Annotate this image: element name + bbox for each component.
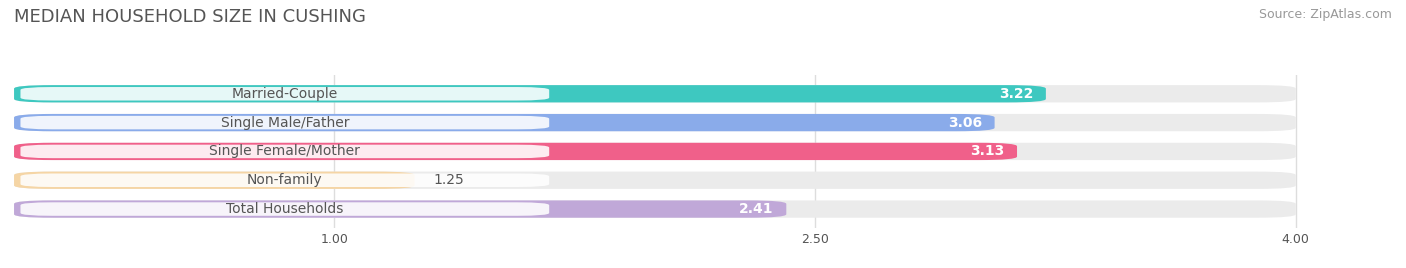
Text: 3.06: 3.06 — [948, 116, 981, 130]
Text: MEDIAN HOUSEHOLD SIZE IN CUSHING: MEDIAN HOUSEHOLD SIZE IN CUSHING — [14, 8, 366, 26]
FancyBboxPatch shape — [21, 202, 550, 216]
FancyBboxPatch shape — [21, 116, 550, 129]
FancyBboxPatch shape — [21, 173, 550, 187]
FancyBboxPatch shape — [14, 85, 1046, 102]
FancyBboxPatch shape — [14, 172, 1296, 189]
FancyBboxPatch shape — [14, 172, 415, 189]
Text: 3.13: 3.13 — [970, 144, 1004, 158]
FancyBboxPatch shape — [14, 200, 1296, 218]
Text: Total Households: Total Households — [226, 202, 343, 216]
FancyBboxPatch shape — [14, 85, 1296, 102]
FancyBboxPatch shape — [14, 143, 1017, 160]
FancyBboxPatch shape — [14, 114, 1296, 131]
Text: Non-family: Non-family — [247, 173, 322, 187]
Text: Single Male/Father: Single Male/Father — [221, 116, 349, 130]
FancyBboxPatch shape — [14, 200, 786, 218]
Text: Single Female/Mother: Single Female/Mother — [209, 144, 360, 158]
FancyBboxPatch shape — [14, 114, 994, 131]
Text: Married-Couple: Married-Couple — [232, 87, 337, 101]
Text: 3.22: 3.22 — [998, 87, 1033, 101]
FancyBboxPatch shape — [21, 87, 550, 100]
FancyBboxPatch shape — [21, 145, 550, 158]
Text: 1.25: 1.25 — [434, 173, 464, 187]
Text: Source: ZipAtlas.com: Source: ZipAtlas.com — [1258, 8, 1392, 21]
Text: 2.41: 2.41 — [740, 202, 773, 216]
FancyBboxPatch shape — [14, 143, 1296, 160]
